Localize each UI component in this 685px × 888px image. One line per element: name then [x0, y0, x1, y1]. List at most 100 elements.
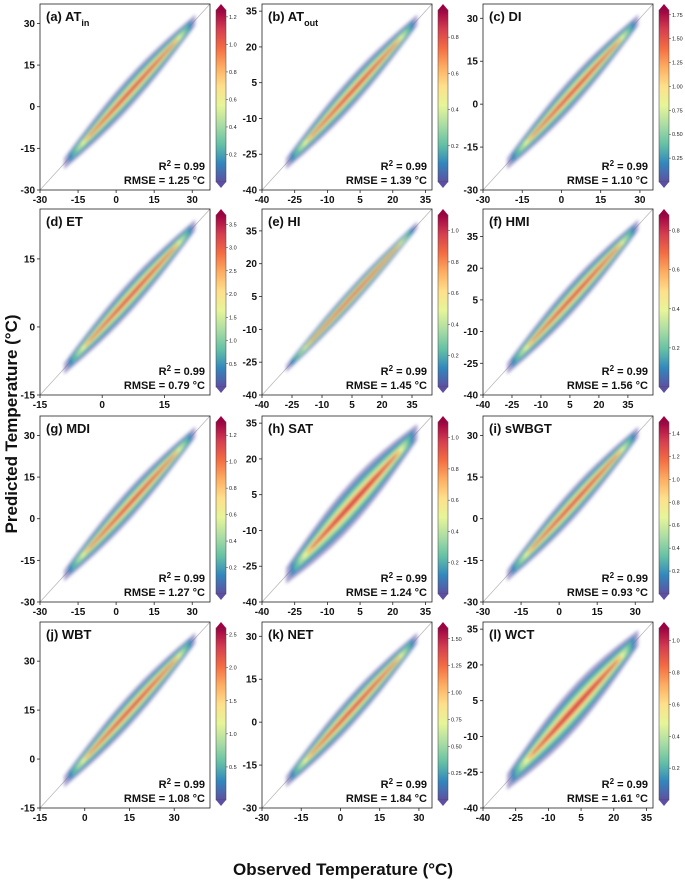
x-tick-label: 0 — [82, 813, 88, 824]
colorbar-tick-label: 1.0 — [451, 436, 459, 442]
y-tick-label: 20 — [467, 660, 479, 671]
y-tick-label: 5 — [251, 490, 257, 501]
density-cloud — [64, 219, 196, 375]
x-tick-label: 35 — [420, 607, 432, 618]
x-tick-label: -25 — [505, 400, 520, 411]
x-tick-label: 5 — [349, 400, 355, 411]
y-tick-label: -25 — [464, 359, 479, 370]
plot-area — [262, 4, 432, 190]
rmse-label: RMSE = 1.84 °C — [346, 793, 427, 805]
plot-frame — [39, 415, 211, 603]
y-tick-label: 35 — [467, 232, 479, 243]
colorbar-tick-label: 1.0 — [672, 639, 680, 645]
density-cloud — [64, 632, 196, 788]
panel-title: (k) NET — [268, 627, 314, 642]
plot-frame — [39, 3, 211, 191]
density-layer — [532, 247, 618, 342]
y-tick-label: 5 — [251, 292, 257, 303]
colorbar-top-arrow — [659, 4, 669, 10]
y-tick-label: -25 — [243, 150, 258, 161]
colorbar-gradient — [437, 214, 449, 388]
colorbar-tick-label: 0.6 — [672, 268, 680, 274]
colorbar-tick-label: 0.25 — [451, 771, 462, 777]
colorbar-tick-label: 1.75 — [672, 13, 683, 19]
colorbar-gradient — [215, 627, 227, 801]
colorbar-tick-label: 0.75 — [451, 717, 462, 723]
y-tick-label: 0 — [472, 514, 478, 525]
x-tick-label: -15 — [514, 607, 529, 618]
colorbar-tick-label: 0.2 — [451, 561, 459, 567]
y-tick-label: 30 — [467, 431, 479, 442]
x-tick-label: 20 — [387, 607, 399, 618]
x-tick-label: 15 — [124, 813, 136, 824]
x-tick-label: 0 — [99, 400, 105, 411]
colorbar-tick-label: 0.50 — [451, 744, 462, 750]
colorbar-tick-label: 1.0 — [229, 460, 237, 466]
x-tick-label: -10 — [534, 400, 549, 411]
x-tick-label: 5 — [357, 607, 363, 618]
y-tick-label: 30 — [246, 632, 258, 643]
colorbar: 0.2 0.4 0.6 0.8 1.0 — [437, 209, 459, 393]
y-tick-label: -30 — [21, 598, 36, 609]
x-axis-label: Observed Temperature (°C) — [233, 860, 453, 879]
colorbar-tick-label: 0.8 — [672, 500, 680, 506]
y-tick-label: -10 — [243, 526, 258, 537]
y-tick-label: -30 — [464, 186, 479, 197]
density-layer — [532, 42, 618, 137]
x-tick-label: -15 — [294, 813, 309, 824]
x-tick-label: 0 — [113, 607, 119, 618]
panel-title: (a) ATin — [46, 9, 89, 28]
colorbar-bottom-arrow — [216, 182, 226, 188]
x-tick-label: 30 — [169, 813, 181, 824]
colorbar-tick-label: 1.2 — [229, 15, 237, 21]
colorbar-tick-label: 1.4 — [672, 431, 680, 437]
x-tick-label: 35 — [406, 400, 418, 411]
colorbar: 0.5 1.0 1.5 2.0 2.5 — [215, 622, 237, 806]
colorbar-tick-label: 1.0 — [672, 477, 680, 483]
y-tick-label: 0 — [29, 102, 35, 113]
y-tick-label: 0 — [29, 322, 35, 333]
colorbar-tick-label: 0.8 — [451, 35, 459, 41]
x-tick-label: 30 — [630, 607, 642, 618]
panel-a: -30 -15 0 15 30 -30 -15 0 15 30 (a) ATin R2 = 0.99R… — [21, 3, 237, 206]
colorbar-tick-label: 0.4 — [672, 734, 680, 740]
y-tick-label: -30 — [243, 804, 258, 815]
density-layer — [89, 42, 175, 137]
colorbar-bottom-arrow — [659, 387, 669, 393]
panel-title: (d) ET — [46, 214, 83, 229]
colorbar-tick-label: 0.8 — [672, 229, 680, 235]
colorbar-tick-label: 1.00 — [451, 691, 462, 697]
panel-k: -30 -15 0 15 30 -30 -15 0 15 30 (k) NET R2 = 0.99RM… — [243, 621, 462, 824]
y-tick-label: 20 — [246, 259, 258, 270]
plot-area — [483, 209, 653, 395]
rmse-label: RMSE = 1.27 °C — [124, 587, 205, 599]
colorbar-gradient — [658, 9, 670, 183]
colorbar-gradient — [215, 214, 227, 388]
colorbar-tick-label: 1.25 — [672, 61, 683, 67]
x-tick-label: -15 — [33, 400, 48, 411]
x-tick-label: -15 — [71, 195, 86, 206]
x-tick-label: -10 — [315, 400, 330, 411]
colorbar-top-arrow — [438, 416, 448, 422]
colorbar-tick-label: 0.6 — [672, 702, 680, 708]
colorbar-tick-label: 0.5 — [229, 362, 237, 368]
y-tick-label: -40 — [464, 804, 479, 815]
colorbar-gradient — [215, 421, 227, 595]
x-tick-label: -15 — [33, 813, 48, 824]
colorbar-tick-label: 0.8 — [229, 486, 237, 492]
y-tick-label: -10 — [464, 327, 479, 338]
y-tick-label: 30 — [467, 14, 479, 25]
y-tick-label: 15 — [246, 675, 258, 686]
colorbar-bottom-arrow — [438, 800, 448, 806]
y-tick-label: 20 — [246, 454, 258, 465]
x-tick-label: 35 — [641, 813, 653, 824]
x-tick-label: 15 — [592, 607, 604, 618]
x-tick-label: 30 — [634, 195, 646, 206]
x-tick-label: 15 — [374, 813, 386, 824]
x-tick-label: -30 — [476, 195, 491, 206]
rmse-label: RMSE = 1.25 °C — [124, 175, 205, 187]
colorbar-bottom-arrow — [216, 800, 226, 806]
colorbar-top-arrow — [659, 622, 669, 628]
colorbar-bottom-arrow — [216, 594, 226, 600]
